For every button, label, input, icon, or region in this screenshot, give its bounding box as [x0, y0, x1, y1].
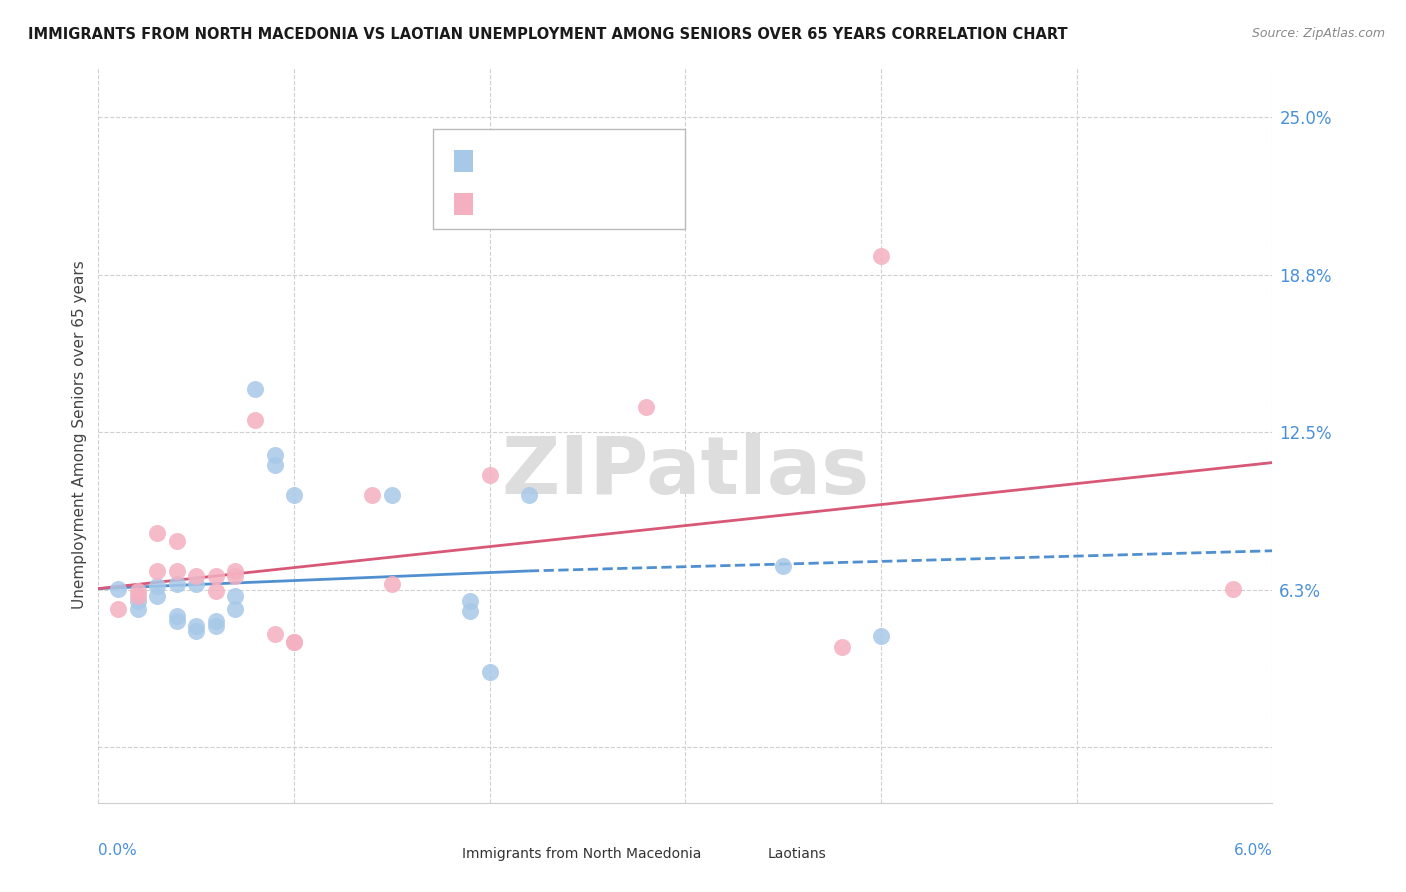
Point: [186, 619, 208, 633]
Point: [127, 601, 149, 615]
Point: [283, 634, 305, 648]
Point: [224, 601, 246, 615]
Point: [458, 604, 481, 618]
Point: [186, 569, 208, 583]
Point: [146, 526, 169, 541]
Point: [166, 564, 188, 578]
Point: [224, 564, 246, 578]
FancyBboxPatch shape: [454, 150, 472, 172]
Point: [478, 665, 501, 679]
Point: [636, 400, 658, 414]
Point: [205, 615, 228, 629]
Point: [224, 569, 246, 583]
Point: [440, 198, 463, 212]
Point: [458, 594, 481, 608]
Point: [478, 468, 501, 483]
Point: [127, 584, 149, 599]
FancyBboxPatch shape: [454, 193, 472, 215]
Text: IMMIGRANTS FROM NORTH MACEDONIA VS LAOTIAN UNEMPLOYMENT AMONG SENIORS OVER 65 YE: IMMIGRANTS FROM NORTH MACEDONIA VS LAOTI…: [28, 27, 1067, 42]
Point: [243, 383, 266, 397]
Point: [283, 488, 305, 502]
Point: [381, 576, 404, 591]
Point: [831, 640, 853, 654]
Point: [127, 594, 149, 608]
FancyBboxPatch shape: [733, 839, 758, 869]
Point: [517, 488, 540, 502]
Y-axis label: Unemployment Among Seniors over 65 years: Unemployment Among Seniors over 65 years: [72, 260, 87, 609]
Point: [205, 584, 228, 599]
Point: [107, 582, 129, 596]
Point: [127, 589, 149, 603]
Point: [166, 615, 188, 629]
Point: [166, 533, 188, 548]
Text: N = 27: N = 27: [603, 153, 661, 168]
Text: N = 23: N = 23: [603, 195, 661, 211]
Point: [146, 579, 169, 593]
Point: [224, 589, 246, 603]
Text: Immigrants from North Macedonia: Immigrants from North Macedonia: [463, 847, 702, 862]
Point: [381, 488, 404, 502]
Point: [361, 488, 384, 502]
FancyBboxPatch shape: [433, 129, 686, 229]
Text: 6.0%: 6.0%: [1233, 843, 1272, 858]
Point: [263, 458, 285, 472]
Text: R =  0.221: R = 0.221: [482, 195, 564, 211]
Point: [870, 630, 893, 644]
Point: [146, 589, 169, 603]
Point: [263, 627, 285, 641]
Point: [263, 448, 285, 462]
Point: [243, 413, 266, 427]
Text: Laotians: Laotians: [768, 847, 827, 862]
Point: [107, 601, 129, 615]
Point: [283, 634, 305, 648]
Point: [205, 569, 228, 583]
Text: ZIPatlas: ZIPatlas: [502, 433, 869, 510]
Point: [166, 576, 188, 591]
Point: [146, 564, 169, 578]
Point: [772, 558, 794, 573]
Point: [1222, 582, 1244, 596]
FancyBboxPatch shape: [427, 839, 453, 869]
Point: [870, 249, 893, 263]
Point: [205, 619, 228, 633]
Point: [186, 624, 208, 639]
Text: Source: ZipAtlas.com: Source: ZipAtlas.com: [1251, 27, 1385, 40]
Point: [166, 609, 188, 624]
Text: R =  0.068: R = 0.068: [482, 153, 564, 168]
Point: [186, 576, 208, 591]
Text: 0.0%: 0.0%: [98, 843, 138, 858]
